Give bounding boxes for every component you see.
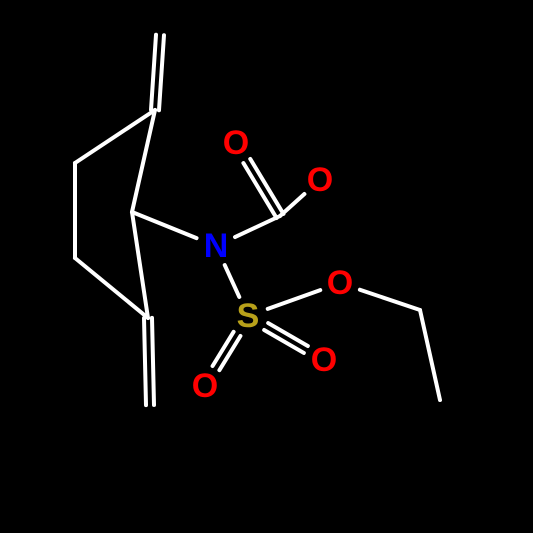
atom-N: N	[204, 227, 229, 265]
atom-O2: O	[307, 161, 333, 199]
atom-O3: O	[327, 264, 353, 302]
atom-O4: O	[311, 341, 337, 379]
atom-S: S	[237, 297, 260, 335]
atom-O1: O	[223, 124, 249, 162]
molecule-diagram: NSOOOOO	[0, 0, 533, 533]
atom-O5: O	[192, 367, 218, 405]
